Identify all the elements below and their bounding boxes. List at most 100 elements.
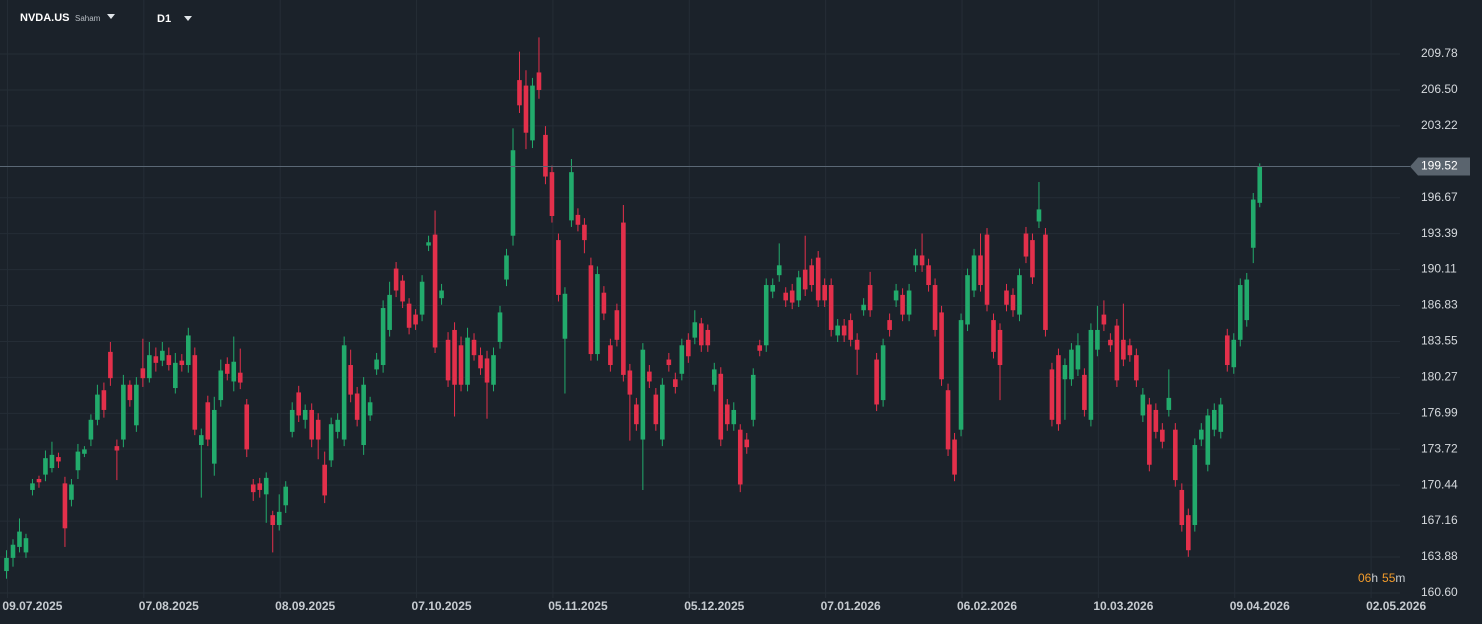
candle-body [101, 390, 107, 410]
asset-class: Saham [75, 14, 101, 23]
candle-body [380, 308, 386, 366]
candle-body [173, 362, 178, 389]
candle-body [1108, 339, 1113, 346]
candle-body [1244, 279, 1250, 321]
y-tick-label: 203.22 [1421, 118, 1458, 132]
candle-body [49, 454, 55, 469]
candle-body [439, 290, 444, 299]
candle-body [575, 214, 581, 225]
y-tick-label: 176.99 [1421, 406, 1458, 420]
candle-body [1075, 345, 1081, 370]
candle-body [231, 361, 237, 382]
y-tick-label: 186.83 [1421, 298, 1458, 312]
candle-body [809, 265, 814, 286]
candle-body [153, 356, 159, 363]
candle-body [4, 557, 9, 572]
candle-body [140, 368, 146, 379]
candle-body [711, 369, 717, 385]
candle-body [335, 419, 340, 432]
candle-body [1036, 209, 1042, 222]
symbol-dropdown-arrow[interactable] [107, 14, 115, 19]
candle-body [1010, 294, 1016, 311]
candle-body [822, 285, 827, 301]
candle-body [445, 339, 451, 381]
candle-body [121, 384, 126, 440]
candle-body [387, 294, 392, 330]
candle-body [276, 511, 282, 526]
symbol[interactable]: NVDA.US [20, 12, 70, 24]
candle-body [582, 224, 587, 241]
candle-body [848, 320, 853, 340]
candle-body [1250, 199, 1256, 248]
candle-body [179, 360, 185, 366]
candle-body [828, 285, 834, 330]
timeframe-dropdown-arrow[interactable] [184, 16, 192, 21]
candle-body [1153, 409, 1159, 432]
y-tick-label: 193.39 [1421, 226, 1458, 240]
candle-body [757, 345, 763, 351]
candle-body [523, 85, 529, 133]
candle-body [549, 172, 555, 216]
candle-body [497, 312, 503, 343]
current-price-label: 199.52 [1421, 159, 1458, 173]
y-tick-label: 173.72 [1421, 441, 1458, 455]
candle-body [517, 80, 522, 106]
candle-body [789, 290, 795, 303]
candle-body [471, 339, 477, 356]
candle-body [309, 409, 314, 440]
candle-body [348, 365, 353, 395]
candle-body [367, 402, 373, 416]
candle-body [647, 371, 652, 382]
candle-body [244, 404, 250, 450]
y-tick-label: 163.88 [1421, 549, 1458, 563]
candle-body [802, 269, 808, 290]
candle-body [1062, 365, 1068, 380]
candle-body [211, 409, 217, 464]
candle-body [926, 265, 931, 286]
candle-body [724, 404, 730, 425]
candle-body [958, 320, 964, 430]
candle-body [296, 392, 302, 416]
candle-body [1224, 335, 1230, 366]
candle-body [698, 323, 704, 346]
candle-body [997, 329, 1003, 366]
candle-body [56, 457, 61, 462]
candle-body [984, 234, 990, 305]
timeframe[interactable]: D1 [157, 13, 171, 25]
y-tick-label: 183.55 [1421, 334, 1458, 348]
candle-body [95, 394, 100, 420]
x-tick-label: 05.12.2025 [684, 599, 744, 613]
candle-body [491, 355, 496, 385]
candle-body [75, 451, 81, 471]
candle-body [224, 363, 230, 374]
candle-body [991, 320, 996, 352]
candle-body [1205, 415, 1211, 465]
candle-body [1049, 369, 1055, 420]
candles [4, 37, 1263, 579]
candle-body [965, 275, 970, 325]
candle-body [283, 486, 289, 506]
candle-body [1043, 234, 1048, 330]
candle-body [134, 384, 139, 426]
x-tick-label: 05.11.2025 [548, 599, 608, 613]
candle-body [1140, 394, 1146, 416]
candle-body [413, 314, 418, 325]
candle-body [198, 435, 204, 446]
candle-body [1030, 240, 1035, 278]
candle-body [763, 285, 769, 346]
candle-body [627, 370, 633, 395]
candle-body [205, 402, 211, 440]
candle-body [160, 350, 165, 361]
candle-body [186, 335, 191, 366]
candle-body [1127, 345, 1133, 356]
candle-body [30, 483, 35, 490]
candle-body [783, 292, 789, 301]
candle-body [1160, 429, 1165, 442]
candle-body [127, 384, 133, 401]
candle-body [750, 374, 756, 420]
candle-body [737, 429, 743, 485]
candle-body [465, 337, 470, 385]
countdown-h: h [1371, 571, 1378, 585]
candle-body [419, 281, 425, 315]
candle-body [478, 355, 483, 369]
